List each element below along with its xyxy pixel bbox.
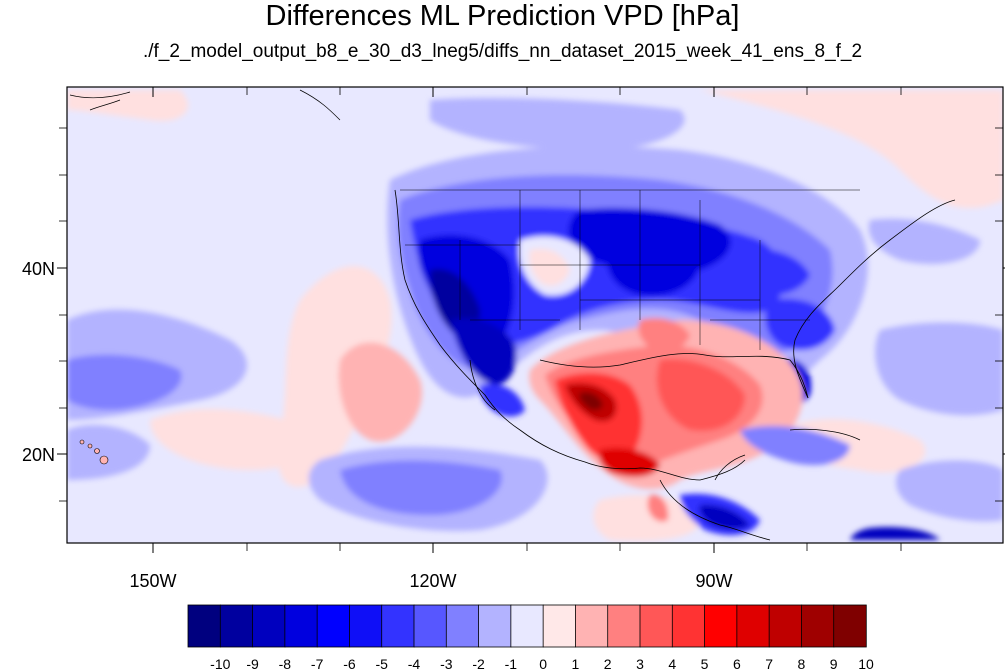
colorbar-swatch — [768, 604, 803, 648]
colorbar-label: -4 — [408, 656, 421, 672]
colorbar-swatch — [639, 604, 673, 648]
colorbar-swatch — [671, 604, 706, 648]
colorbar-label: 0 — [539, 656, 547, 672]
colorbar-swatch — [381, 604, 415, 648]
lat-label-20n: 20N — [22, 445, 55, 465]
canada-coast — [69, 89, 341, 121]
colorbar-swatch — [445, 604, 480, 648]
colorbar-label: 9 — [830, 656, 838, 672]
colorbar-label: 3 — [636, 656, 644, 672]
colorbar-swatch — [478, 604, 512, 648]
colorbar-label: -10 — [210, 656, 230, 672]
colorbar-swatch — [704, 604, 738, 648]
colorbar: -10 -9 -8 -7 -6 -5 -4 -3 -2 -1 0 1 2 3 4 5 6 7 8 9 10 — [187, 604, 874, 672]
hawaii-islands — [79, 439, 109, 465]
colorbar-label: -2 — [472, 656, 485, 672]
colorbar-swatch — [607, 604, 641, 648]
colorbar-swatch — [252, 604, 286, 648]
lon-label-150w: 150W — [129, 571, 176, 591]
colorbar-swatch — [219, 604, 254, 648]
colorbar-swatch — [349, 604, 383, 648]
colorbar-swatch — [736, 604, 770, 648]
colorbar-label: 5 — [701, 656, 709, 672]
axis-ticks — [57, 87, 1005, 553]
colorbar-swatch — [542, 604, 577, 648]
colorbar-swatch — [413, 604, 447, 648]
colorbar-label: -5 — [375, 656, 388, 672]
colorbar-label: 2 — [604, 656, 612, 672]
colorbar-swatch — [316, 604, 351, 648]
colorbar-swatch — [284, 604, 318, 648]
coastlines — [394, 189, 956, 541]
colorbar-label: -1 — [505, 656, 518, 672]
map-title: Differences ML Prediction VPD [hPa] — [265, 0, 740, 32]
colorbar-swatch — [801, 604, 835, 648]
colorbar-swatch — [510, 604, 544, 648]
colorbar-swatch — [575, 604, 609, 648]
colorbar-label: -3 — [440, 656, 453, 672]
map-subtitle: ./f_2_model_output_b8_e_30_d3_lneg5/diff… — [142, 41, 863, 62]
lon-label-120w: 120W — [409, 571, 456, 591]
colorbar-label: 1 — [572, 656, 580, 672]
colorbar-label: 4 — [668, 656, 676, 672]
colorbar-label: -8 — [279, 656, 292, 672]
colorbar-label: -9 — [246, 656, 259, 672]
minor-ticks — [59, 87, 1003, 551]
colorbar-label: -7 — [311, 656, 324, 672]
colorbar-label: 10 — [858, 656, 874, 672]
vpd-difference-field — [67, 87, 1003, 543]
colorbar-label: -6 — [343, 656, 356, 672]
colorbar-label: 7 — [765, 656, 773, 672]
colorbar-swatch — [187, 604, 221, 648]
lat-label-40n: 40N — [22, 259, 55, 279]
state-borders — [400, 189, 860, 350]
colorbar-label: 8 — [798, 656, 806, 672]
lon-label-90w: 90W — [695, 571, 732, 591]
colorbar-label: 6 — [733, 656, 741, 672]
colorbar-swatch — [833, 604, 867, 648]
